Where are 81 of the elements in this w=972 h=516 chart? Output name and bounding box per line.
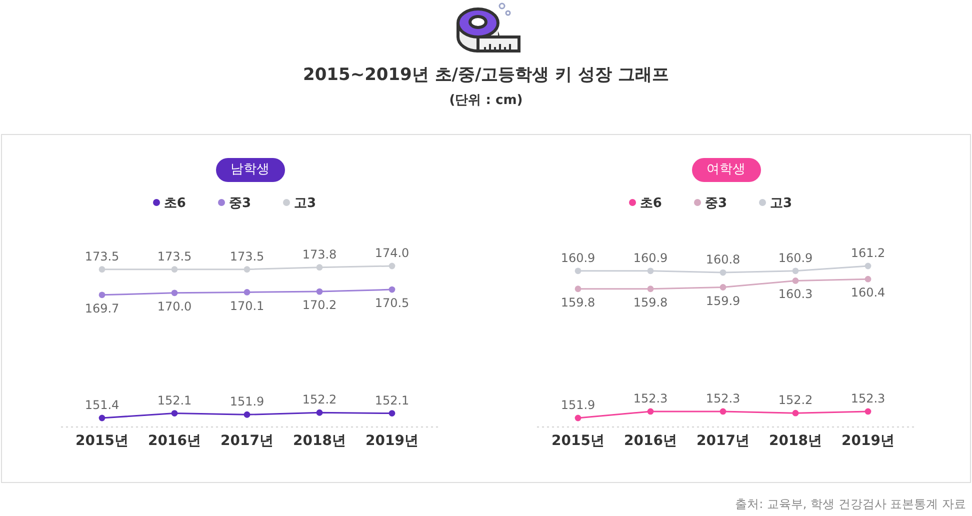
point	[574, 268, 582, 274]
data-label: 152.2	[302, 392, 337, 407]
legend-label: 초6	[164, 196, 186, 211]
data-label: 159.8	[560, 295, 596, 310]
point	[574, 286, 582, 292]
source-note: 출처: 교육부, 학생 건강검사 표본통계 자료	[735, 496, 966, 513]
point	[171, 266, 178, 273]
point	[316, 409, 323, 416]
point	[647, 408, 654, 415]
point	[647, 286, 654, 292]
point	[171, 290, 178, 296]
data-label: 170.1	[230, 298, 264, 313]
data-label: 169.7	[84, 301, 120, 316]
x-tick-label: 2016년	[624, 432, 677, 449]
x-tick-label: 2016년	[148, 432, 201, 449]
data-label: 152.3	[633, 391, 668, 406]
point	[864, 262, 872, 270]
data-label: 152.1	[157, 393, 192, 408]
point	[864, 276, 872, 282]
legend-label: 고3	[770, 196, 792, 211]
text: 2015~2019년 초/중/고등학생 키 성장 그래프	[302, 64, 670, 86]
point	[720, 284, 726, 290]
data-label: 151.9	[230, 394, 264, 409]
x-tick-label: 2015년	[76, 432, 128, 449]
point	[647, 268, 654, 274]
point	[720, 408, 726, 415]
data-label: 173.8	[302, 247, 337, 262]
x-tick-label: 2018년	[769, 432, 822, 449]
point	[388, 286, 396, 293]
legend-title: 남학생	[216, 158, 284, 182]
data-label: 152.1	[374, 393, 410, 408]
data-label: 160.9	[778, 250, 813, 265]
point	[244, 266, 250, 273]
data-label: 151.4	[84, 398, 120, 412]
data-label: 159.9	[706, 294, 740, 308]
data-label: 173.5	[230, 249, 264, 264]
point	[574, 414, 582, 422]
point	[171, 410, 178, 416]
data-label: 174.0	[374, 246, 410, 260]
text: (단위 : cm)	[448, 92, 524, 109]
point	[244, 411, 250, 418]
x-tick-label: 2017년	[696, 432, 750, 449]
x-tick-label: 2015년	[552, 432, 604, 449]
point	[98, 266, 106, 273]
point	[864, 408, 872, 415]
data-label: 161.2	[850, 246, 886, 260]
data-label: 160.9	[633, 250, 668, 265]
x-tick-label: 2017년	[220, 432, 274, 449]
legend-label: 중3	[228, 196, 252, 211]
point	[720, 269, 726, 276]
point	[792, 278, 799, 284]
x-tick-label: 2018년	[293, 432, 346, 449]
point	[792, 268, 799, 274]
data-label: 173.5	[84, 249, 120, 264]
point	[244, 289, 250, 296]
x-tick-label: 2019년	[842, 432, 894, 449]
point	[316, 264, 323, 271]
legend-label: 중3	[704, 196, 728, 211]
data-label: 160.9	[560, 250, 596, 265]
point	[316, 288, 323, 295]
data-label: 170.0	[157, 299, 192, 314]
point	[388, 410, 396, 416]
point	[98, 414, 106, 422]
point	[792, 410, 799, 416]
data-label: 151.9	[560, 398, 596, 412]
data-label: 159.8	[633, 295, 668, 310]
data-label: 152.3	[706, 391, 740, 406]
data-label: 152.3	[850, 391, 886, 406]
data-label: 173.5	[157, 249, 192, 264]
data-label: 152.2	[778, 393, 813, 408]
legend-label: 초6	[640, 196, 662, 211]
point	[388, 262, 396, 270]
data-label: 160.3	[778, 287, 813, 302]
legend-title: 여학생	[692, 158, 760, 182]
point	[98, 292, 106, 298]
data-label: 160.4	[850, 286, 886, 300]
data-label: 170.2	[302, 298, 337, 312]
data-label: 160.8	[706, 252, 740, 267]
data-label: 170.5	[374, 296, 410, 310]
x-tick-label: 2019년	[366, 432, 418, 449]
legend-label: 고3	[294, 196, 316, 211]
